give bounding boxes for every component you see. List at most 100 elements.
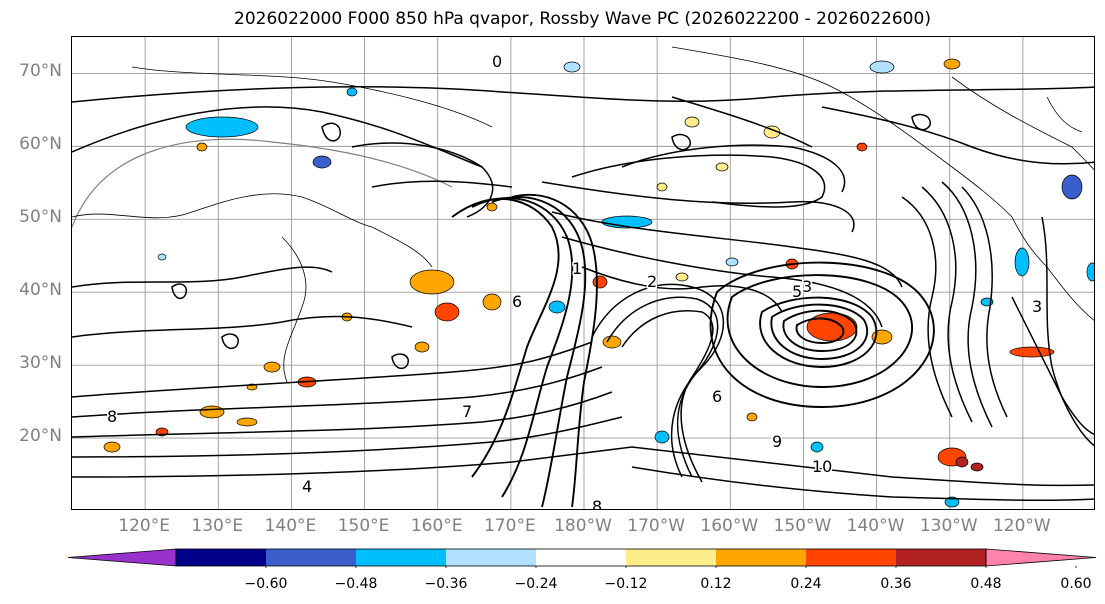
anomaly-shading (1061, 174, 1083, 200)
map-panel: 1 2 3 4 5 6 7 8 9 10 3 6 8 0 (71, 36, 1095, 510)
anomaly-shading (409, 269, 455, 295)
colorbar-bin (806, 549, 896, 566)
anomaly-shading (346, 87, 358, 97)
contour-line (471, 197, 574, 498)
anomaly-shading (970, 462, 984, 472)
contour-value-label: 8 (107, 407, 117, 426)
contour-value-label: 10 (812, 457, 832, 476)
contour-line (795, 317, 845, 344)
anomaly-shading (482, 293, 502, 311)
contour-line (561, 236, 883, 328)
anomaly-shading (1086, 262, 1094, 282)
contour-line (72, 391, 613, 438)
colorbar-bin (176, 549, 266, 566)
contour-line (391, 353, 409, 370)
contour-line (821, 106, 1094, 165)
anomaly-shading (602, 335, 622, 349)
contour-line (961, 186, 1008, 418)
longitude-label: 180°W (554, 516, 612, 536)
contour-line (621, 144, 846, 193)
coastline (72, 193, 373, 228)
anomaly-shading (869, 60, 895, 74)
contour-line (671, 133, 691, 151)
longitude-label: 140°E (264, 516, 317, 536)
anomaly-shading (312, 155, 332, 169)
contour-value-label: 3 (802, 277, 812, 296)
contour-line (671, 96, 813, 148)
contour-line (171, 283, 188, 300)
contour-line (72, 86, 1094, 103)
contour-line (72, 341, 593, 398)
longitude-label: 120°W (992, 516, 1051, 536)
colorbar-tick-label: 0.12 (700, 576, 732, 592)
latitude-label: 40°N (19, 280, 62, 301)
latitude-label: 20°N (19, 426, 62, 447)
anomaly-shading (684, 116, 700, 128)
anomaly-shading (746, 412, 758, 422)
anomaly-shading (715, 162, 729, 172)
anomaly-shading (656, 182, 668, 192)
anomaly-shading (806, 312, 858, 342)
contour-value-label: 2 (647, 272, 657, 291)
longitude-label: 160°E (410, 516, 463, 536)
anomaly-shading (725, 257, 739, 267)
colorbar-tick-label: −0.36 (424, 576, 468, 592)
contour-line (451, 197, 560, 478)
coastline (1046, 96, 1083, 133)
anomaly-shading (563, 61, 581, 73)
colorbar-tick-label: 0.24 (790, 576, 822, 592)
colorbar-tick-label: −0.12 (604, 576, 648, 592)
map-canvas: 1 2 3 4 5 6 7 8 9 10 3 6 8 0 (72, 37, 1094, 509)
latitude-label: 70°N (19, 61, 62, 82)
coastline (281, 236, 307, 383)
contour-line (631, 446, 1094, 487)
anomaly-shading (1014, 247, 1030, 277)
colorbar-bin (266, 549, 356, 566)
anomaly-shading (157, 253, 167, 261)
anomaly-shading (199, 405, 225, 419)
contour-line (911, 113, 931, 131)
contour-line (709, 261, 935, 408)
latitude-label: 30°N (19, 353, 62, 374)
colorbar-tick-label: 0.36 (880, 576, 912, 592)
contour-line (541, 181, 855, 233)
colorbar-extend-max (985, 548, 1097, 567)
contour-line (759, 296, 878, 368)
anomaly-shading (1009, 346, 1055, 358)
colorbar-outline (175, 548, 987, 567)
anomaly-shading (414, 341, 430, 353)
contour-line (1041, 216, 1094, 447)
anomaly-shading (955, 456, 969, 468)
contour-line (72, 366, 603, 418)
colorbar-tick-label: −0.60 (244, 576, 288, 592)
contour-line (551, 211, 903, 288)
contour-line (621, 310, 714, 483)
contour-line (921, 186, 973, 423)
longitude-label: 150°W (773, 516, 832, 536)
contour-value-label: 6 (512, 292, 522, 311)
contour-value-label: 1 (572, 259, 582, 278)
anomaly-shading (103, 441, 121, 453)
colorbar-bin (896, 549, 986, 566)
contour-line (941, 181, 993, 428)
anomaly-shading (943, 58, 961, 70)
map-title: 2026022000 F000 850 hPa qvapor, Rossby W… (234, 9, 931, 29)
anomaly-shading (810, 441, 824, 453)
contour-value-label: 3 (1032, 297, 1042, 316)
reference-arc (72, 138, 453, 228)
colorbar-bin (446, 549, 536, 566)
contour-line (321, 122, 341, 142)
contour-line (72, 266, 333, 288)
coastline (951, 76, 1094, 171)
contour-value-label: 6 (712, 387, 722, 406)
latitude-label: 60°N (19, 134, 62, 155)
anomaly-shading (675, 272, 689, 282)
contour-line (1011, 296, 1094, 435)
colorbar-extend-min (68, 548, 177, 567)
contour-line (770, 303, 869, 360)
coastline (131, 66, 493, 128)
anomaly-shading (654, 430, 670, 444)
colorbar-bin (356, 549, 446, 566)
gridlines (72, 37, 1094, 509)
coastline (371, 226, 433, 268)
